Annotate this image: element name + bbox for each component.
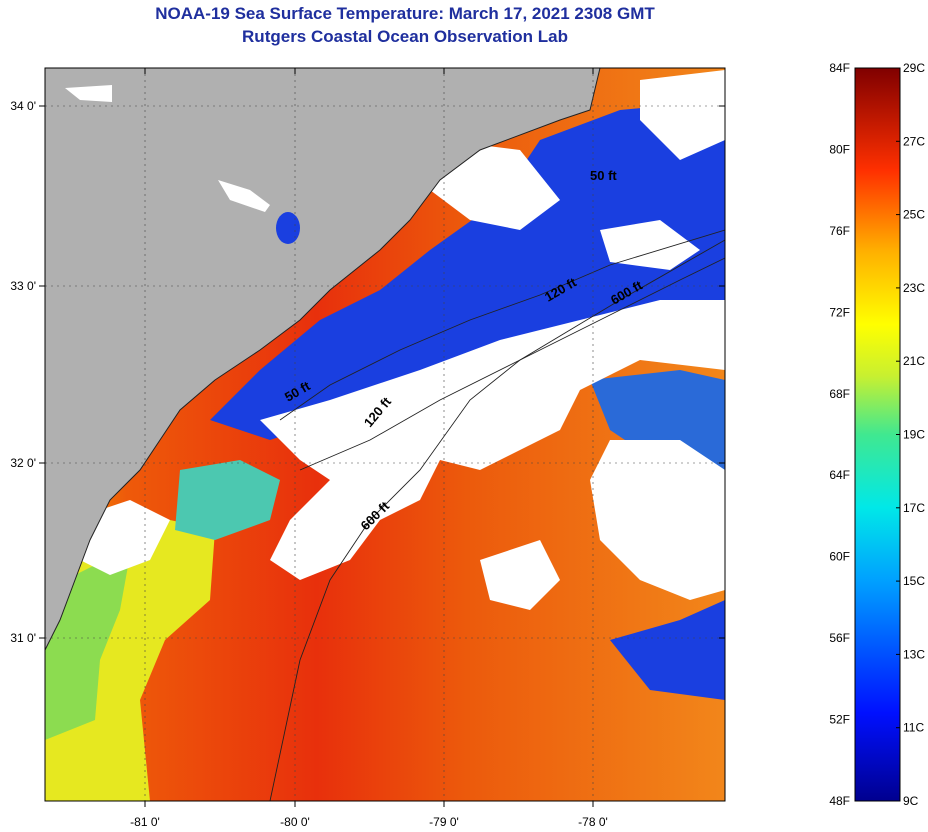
- map-subtitle: Rutgers Coastal Ocean Observation Lab: [242, 27, 568, 46]
- colorbar-fahrenheit-labels: 84F 80F 76F 72F 68F 64F 60F 56F 52F 48F: [829, 61, 850, 808]
- colorbar-c-label: 27C: [903, 134, 925, 148]
- x-tick-label: -78 0': [578, 815, 608, 829]
- y-tick-label: 31 0': [10, 631, 36, 645]
- contour-label: 50 ft: [590, 168, 617, 183]
- isobath-50ft: [279, 229, 725, 421]
- colorbar-c-label: 19C: [903, 428, 925, 442]
- inland-cloud-speck: [65, 85, 112, 102]
- colorbar-f-label: 56F: [829, 631, 850, 645]
- cloud-cover-east: [590, 440, 725, 600]
- colorbar-f-label: 64F: [829, 468, 850, 482]
- colorbar-f-label: 60F: [829, 550, 850, 564]
- colorbar-f-label: 68F: [829, 387, 850, 401]
- colorbar-c-label: 17C: [903, 501, 925, 515]
- cloud-cover-south: [480, 540, 560, 610]
- colorbar-f-label: 72F: [829, 305, 850, 319]
- colorbar-c-label: 29C: [903, 61, 925, 75]
- colorbar-f-label: 84F: [829, 61, 850, 75]
- axis-ticks: [39, 68, 725, 807]
- cloud-cover-central: [260, 300, 725, 580]
- x-tick-label: -81 0': [130, 815, 160, 829]
- colorbar-c-label: 15C: [903, 574, 925, 588]
- colorbar-c-label: 13C: [903, 647, 925, 661]
- map-panel: 50 ft 120 ft 600 ft 50 ft 120 ft 600 ft: [45, 68, 725, 801]
- colorbar-f-label: 52F: [829, 713, 850, 727]
- colorbar-f-label: 80F: [829, 142, 850, 156]
- land-mass: [45, 68, 600, 650]
- map-title: NOAA-19 Sea Surface Temperature: March 1…: [155, 4, 655, 23]
- colorbar-c-label: 23C: [903, 281, 925, 295]
- x-tick-label: -79 0': [429, 815, 459, 829]
- cloud-cover-northeast: [600, 220, 700, 270]
- y-tick-label: 34 0': [10, 99, 36, 113]
- cloud-cover-top-right: [640, 70, 725, 160]
- map-grid: [45, 68, 725, 801]
- y-tick-label: 33 0': [10, 279, 36, 293]
- offshore-blue-patch: [590, 370, 725, 470]
- colorbar-c-label: 25C: [903, 208, 925, 222]
- coastline: [45, 68, 601, 651]
- shelf-teal-water: [175, 460, 280, 540]
- colorbar-f-label: 48F: [829, 794, 850, 808]
- colorbar-c-label: 21C: [903, 354, 925, 368]
- colorbar-f-label: 76F: [829, 224, 850, 238]
- colorbar-c-label: 9C: [903, 794, 919, 808]
- colorbar: [854, 67, 901, 802]
- cold-water-region: [210, 100, 725, 440]
- colorbar-ticks: [896, 67, 900, 802]
- y-tick-label: 32 0': [10, 456, 36, 470]
- inland-lake-blue: [276, 212, 300, 244]
- inland-cloud-speck: [218, 180, 270, 212]
- isobath-600ft: [269, 239, 725, 801]
- map-frame: [44, 67, 726, 802]
- south-blue-patch: [610, 600, 725, 700]
- colorbar-c-label: 11C: [903, 721, 924, 735]
- x-tick-label: -80 0': [280, 815, 310, 829]
- colorbar-celsius-labels: 29C 27C 25C 23C 21C 19C 17C 15C 13C 11C 9C: [903, 61, 925, 808]
